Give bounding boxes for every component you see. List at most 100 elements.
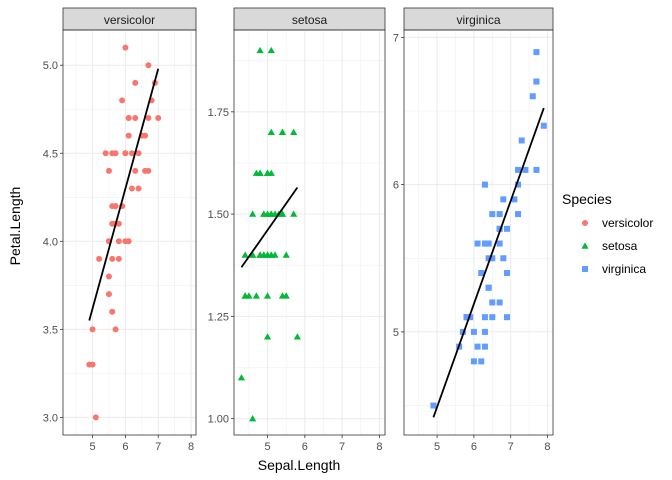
x-tick-label: 8 (544, 441, 550, 453)
legend-key-triangle (581, 242, 589, 249)
data-point (529, 93, 536, 100)
y-tick-label: 5 (393, 327, 399, 339)
data-point (485, 255, 492, 262)
data-point (128, 150, 135, 157)
data-point (496, 225, 503, 232)
data-point (481, 181, 488, 188)
trend-line (240, 186, 299, 268)
legend-label: virginica (602, 262, 646, 276)
facet-strip-label: versicolor (104, 13, 155, 27)
data-point (263, 251, 272, 258)
legend-label: versicolor (602, 216, 653, 230)
data-point (481, 343, 488, 350)
data-point (105, 167, 112, 174)
data-point (496, 211, 503, 218)
x-tick-label: 6 (122, 441, 128, 453)
data-point (125, 132, 132, 139)
data-point (256, 251, 264, 258)
data-point (504, 270, 511, 276)
data-point (145, 62, 152, 69)
x-axis-title: Sepal.Length (258, 457, 341, 473)
data-point (540, 122, 547, 129)
data-point (115, 255, 122, 262)
data-point (467, 314, 474, 321)
data-point (496, 240, 503, 247)
panel-background (234, 30, 385, 435)
facet-panel-setosa: setosa 5 6 7 8 1.00 1.25 1.50 1.75 (208, 7, 386, 453)
data-point (112, 203, 119, 210)
y-tick-label: 1.00 (208, 414, 229, 426)
data-point (271, 251, 279, 258)
facet-panels: versicolor 5 6 7 8 3.0 3.5 4.0 4.5 5.0 setosa 5 6 7 8 1… (43, 7, 554, 453)
data-point (522, 166, 529, 173)
data-point (267, 46, 275, 54)
data-point (478, 358, 485, 365)
data-point (119, 97, 126, 104)
data-point (481, 328, 488, 335)
panel-border (233, 29, 386, 436)
data-point (267, 128, 275, 135)
trend-line (432, 107, 545, 418)
data-point (142, 167, 149, 174)
data-point (249, 251, 257, 258)
y-tick-label: 3.0 (43, 412, 58, 424)
data-point (485, 240, 492, 247)
x-tick-label: 7 (339, 441, 345, 453)
data-point (489, 299, 496, 306)
data-point (252, 292, 260, 299)
y-tick-label: 4.0 (43, 236, 58, 248)
data-point (109, 308, 116, 315)
data-point (92, 414, 99, 421)
data-point (109, 150, 116, 157)
legend-item-virginica: virginica (582, 262, 646, 276)
y-tick-label: 4.5 (43, 148, 58, 160)
data-point (430, 402, 437, 409)
data-point (511, 196, 518, 203)
legend: Species versicolor setosa virginica (562, 191, 653, 276)
data-point (132, 115, 139, 122)
data-point (135, 150, 142, 157)
data-point (241, 251, 249, 258)
data-point (256, 46, 264, 54)
data-point (504, 314, 511, 321)
data-point (481, 240, 488, 247)
y-tick-label: 5.0 (43, 60, 58, 72)
y-tick-label: 3.5 (43, 324, 58, 336)
y-tick-label: 7 (393, 32, 399, 44)
data-point (122, 150, 129, 157)
data-point (470, 358, 477, 365)
x-tick-label: 5 (264, 441, 270, 453)
data-point (145, 115, 152, 122)
x-tick-label: 7 (155, 441, 161, 453)
y-tick-label: 1.50 (208, 209, 229, 221)
data-point (474, 240, 481, 247)
legend-item-setosa: setosa (581, 239, 638, 253)
data-point (125, 238, 132, 245)
data-point (267, 169, 275, 176)
data-point (282, 292, 290, 299)
x-tick-label: 7 (508, 441, 514, 453)
x-tick-label: 5 (434, 441, 440, 453)
legend-item-versicolor: versicolor (582, 216, 653, 230)
data-point (122, 44, 129, 51)
data-point (260, 210, 268, 217)
x-tick-label: 8 (188, 441, 194, 453)
data-point (533, 166, 540, 173)
data-point (128, 185, 135, 192)
facet-panel-virginica: virginica 5 6 7 8 5 6 7 (393, 7, 554, 453)
data-point (109, 255, 116, 262)
facet-strip-label: virginica (456, 13, 500, 27)
data-point (96, 255, 103, 262)
data-point (125, 115, 132, 122)
data-point (290, 210, 298, 217)
data-point (496, 299, 503, 306)
data-point (489, 255, 496, 262)
data-point (105, 273, 112, 280)
data-point (500, 196, 507, 203)
data-point (263, 292, 272, 299)
data-point (290, 128, 298, 135)
panel-background (63, 30, 196, 435)
data-point (155, 115, 162, 122)
x-tick-label: 5 (89, 441, 95, 453)
